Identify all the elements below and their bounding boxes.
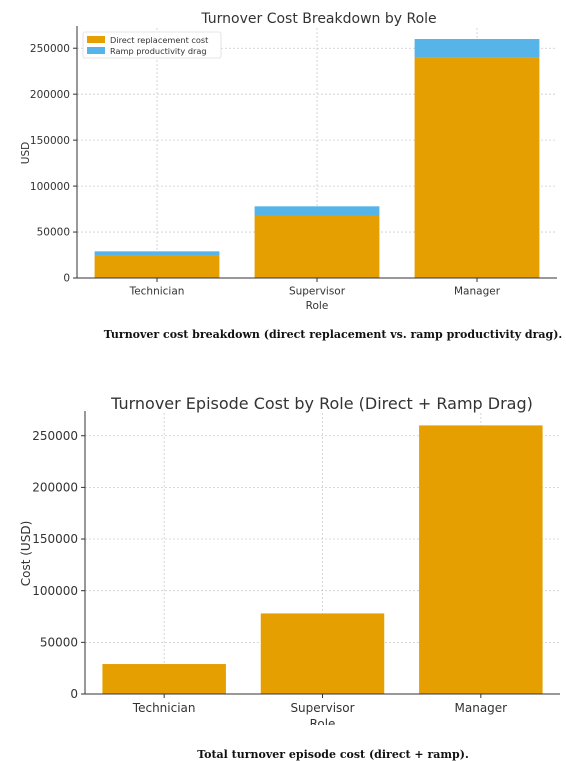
x-tick-label: Supervisor xyxy=(289,286,346,298)
bar-chart: 0 50000 100000 150000 200000 250000 Technician… xyxy=(19,394,560,725)
chart-turnover-cost-breakdown: 0 50000 100000 150000 200000 250000 Technician… xyxy=(0,0,566,345)
bar-technician-series-0 xyxy=(102,664,226,694)
bar-manager-series-0 xyxy=(414,57,540,278)
chart-title: Turnover Cost Breakdown by Role xyxy=(200,11,436,27)
y-tick-label: 150000 xyxy=(30,135,70,147)
legend-box xyxy=(82,31,222,59)
y-tick-label: 250000 xyxy=(32,429,78,443)
chart-caption-2: Total turnover episode cost (direct + ra… xyxy=(197,748,469,761)
chart-turnover-episode-cost: 0 50000 100000 150000 200000 250000 Technician… xyxy=(0,380,566,761)
y-tick-label: 200000 xyxy=(32,481,78,495)
y-tick-label: 150000 xyxy=(32,532,78,546)
x-tick-label: Technician xyxy=(132,701,196,715)
bar-supervisor-series-1 xyxy=(254,206,380,216)
legend-swatch-1 xyxy=(87,47,105,54)
legend-label-0: Direct replacement cost xyxy=(110,35,209,45)
x-tick-label: Technician xyxy=(129,286,185,298)
y-axis-label: USD xyxy=(20,142,32,164)
x-tick-label: Supervisor xyxy=(290,701,354,715)
x-tick-label: Manager xyxy=(454,286,501,298)
y-tick-label: 0 xyxy=(70,687,78,701)
chart-title: Turnover Episode Cost by Role (Direct + … xyxy=(110,394,533,413)
y-axis-label: Cost (USD) xyxy=(19,521,33,587)
legend-label-1: Ramp productivity drag xyxy=(110,46,207,56)
bar-technician-series-0 xyxy=(94,255,220,278)
bar-supervisor-series-0 xyxy=(260,613,385,694)
legend-swatch-0 xyxy=(87,36,105,43)
bar-technician-series-1 xyxy=(94,251,220,256)
y-tick-label: 250000 xyxy=(30,43,70,55)
bar-manager-series-1 xyxy=(414,39,540,58)
y-tick-label: 200000 xyxy=(30,89,70,101)
bar-manager-series-0 xyxy=(419,425,543,694)
x-tick-label: Manager xyxy=(455,701,508,715)
y-tick-label: 0 xyxy=(63,273,70,285)
chart-caption: Turnover cost breakdown (direct replacem… xyxy=(103,328,563,341)
x-axis-label: Role xyxy=(310,717,336,725)
stacked-bar-chart: 0 50000 100000 150000 200000 250000 Technician… xyxy=(20,11,557,312)
y-tick-label: 100000 xyxy=(30,181,70,193)
y-tick-label: 100000 xyxy=(32,584,78,598)
y-tick-label: 50000 xyxy=(37,227,70,239)
x-axis-label: Role xyxy=(306,300,329,312)
bar-supervisor-series-0 xyxy=(254,215,380,278)
y-tick-label: 50000 xyxy=(40,636,78,650)
